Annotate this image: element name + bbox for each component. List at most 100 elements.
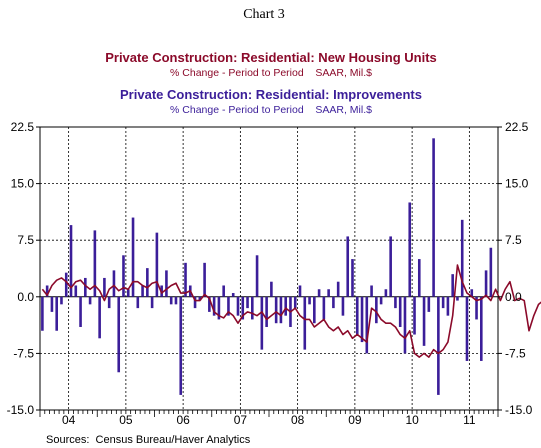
- bar-42: [241, 296, 245, 320]
- bar-71: [379, 296, 383, 305]
- bar-39: [227, 296, 230, 316]
- bar-63: [341, 296, 345, 316]
- y-tick-label-left: 0.0: [17, 290, 34, 304]
- bar-69: [370, 285, 373, 297]
- bar-81: [427, 296, 431, 312]
- y-tick-label-left: -15.0: [7, 403, 35, 417]
- y-tick-label-left: 7.5: [17, 233, 34, 247]
- bar-50: [279, 296, 283, 324]
- bar-61: [332, 296, 335, 309]
- bar-40: [231, 293, 235, 297]
- bar-75: [398, 296, 402, 327]
- bar-22: [146, 268, 149, 297]
- bars: [41, 138, 493, 395]
- bar-19: [131, 217, 135, 297]
- y-tick-label-left: -7.5: [13, 346, 34, 360]
- series-1-subtitle: % Change - Period to Period SAAR, Mil.$: [170, 67, 372, 79]
- line-series: [41, 264, 541, 358]
- bar-20: [136, 296, 140, 309]
- bar-62: [336, 281, 340, 297]
- bar-43: [246, 296, 249, 309]
- bar-8: [79, 296, 82, 327]
- line-path: [41, 264, 541, 358]
- bar-78: [413, 296, 416, 335]
- y-tick-label-right: -15.0: [505, 403, 533, 417]
- bar-58: [317, 289, 321, 297]
- series-2-name: Private Construction: Residential: Impro…: [120, 87, 422, 102]
- bar-21: [141, 285, 144, 297]
- bar-84: [441, 296, 445, 309]
- grid: [40, 127, 498, 410]
- x-tick-label: 08: [291, 413, 305, 427]
- bar-38: [222, 285, 225, 297]
- bar-6: [69, 225, 73, 297]
- bar-33: [198, 296, 202, 301]
- bar-36: [212, 296, 216, 316]
- x-tick-label: 04: [62, 413, 76, 427]
- bar-74: [394, 296, 397, 309]
- bar-65: [351, 259, 354, 297]
- x-axis: 04 05 06 07 08 09 10 11: [39, 410, 499, 427]
- y-axis-left: -15.0 -7.5 0.0 7.5 15.0 22.5: [7, 120, 40, 417]
- y-tick-label-right: -7.5: [505, 346, 526, 360]
- bar-55: [303, 296, 307, 350]
- bar-18: [126, 289, 130, 297]
- bar-13: [103, 277, 106, 297]
- bar-9: [84, 277, 87, 297]
- bar-94: [489, 247, 493, 297]
- bar-11: [93, 230, 97, 297]
- bar-87: [456, 296, 459, 301]
- bar-41: [236, 296, 240, 316]
- bar-70: [375, 296, 378, 324]
- bar-67: [360, 296, 364, 343]
- bar-92: [480, 296, 483, 361]
- bar-28: [174, 296, 178, 305]
- bar-34: [203, 262, 206, 297]
- bar-89: [465, 296, 469, 361]
- bar-5: [64, 272, 68, 297]
- bar-46: [260, 296, 264, 350]
- bar-73: [389, 236, 392, 297]
- bar-77: [408, 202, 412, 297]
- x-tick-label: 07: [234, 413, 248, 427]
- bar-17: [122, 255, 125, 297]
- bar-1: [45, 285, 49, 297]
- x-tick-label: 06: [176, 413, 190, 427]
- bar-53: [293, 296, 297, 309]
- bar-16: [117, 296, 121, 373]
- x-tick-label: 10: [405, 413, 419, 427]
- bar-54: [298, 285, 302, 297]
- series-2-subtitle: % Change - Period to Period SAAR, Mil.$: [170, 104, 372, 116]
- bar-37: [217, 296, 221, 320]
- x-tick-label: 05: [119, 413, 133, 427]
- bar-10: [88, 296, 92, 305]
- bar-80: [422, 296, 426, 346]
- bar-4: [60, 296, 63, 305]
- bar-32: [193, 296, 197, 309]
- plot-frame: [39, 126, 499, 411]
- bar-85: [446, 296, 450, 316]
- bar-79: [417, 259, 421, 297]
- bar-0: [41, 296, 44, 331]
- y-tick-label-left: 15.0: [11, 177, 35, 191]
- bar-91: [475, 296, 478, 320]
- bar-59: [322, 296, 326, 320]
- bar-49: [274, 296, 278, 324]
- chart-title: Chart 3: [243, 7, 285, 22]
- x-tick-label: 11: [463, 413, 476, 427]
- bar-88: [460, 219, 464, 297]
- y-tick-label-right: 0.0: [505, 290, 522, 304]
- series-1-name: Private Construction: Residential: New H…: [105, 50, 437, 65]
- bar-76: [403, 296, 407, 354]
- bar-72: [384, 289, 388, 297]
- y-tick-label-right: 22.5: [505, 120, 529, 134]
- x-tick-label: 09: [348, 413, 362, 427]
- bar-29: [179, 296, 183, 395]
- bar-44: [251, 296, 254, 320]
- bar-23: [150, 296, 154, 309]
- bar-26: [165, 270, 168, 297]
- bar-66: [355, 296, 359, 335]
- bar-24: [155, 232, 159, 297]
- bar-12: [98, 296, 101, 339]
- bar-82: [432, 138, 435, 297]
